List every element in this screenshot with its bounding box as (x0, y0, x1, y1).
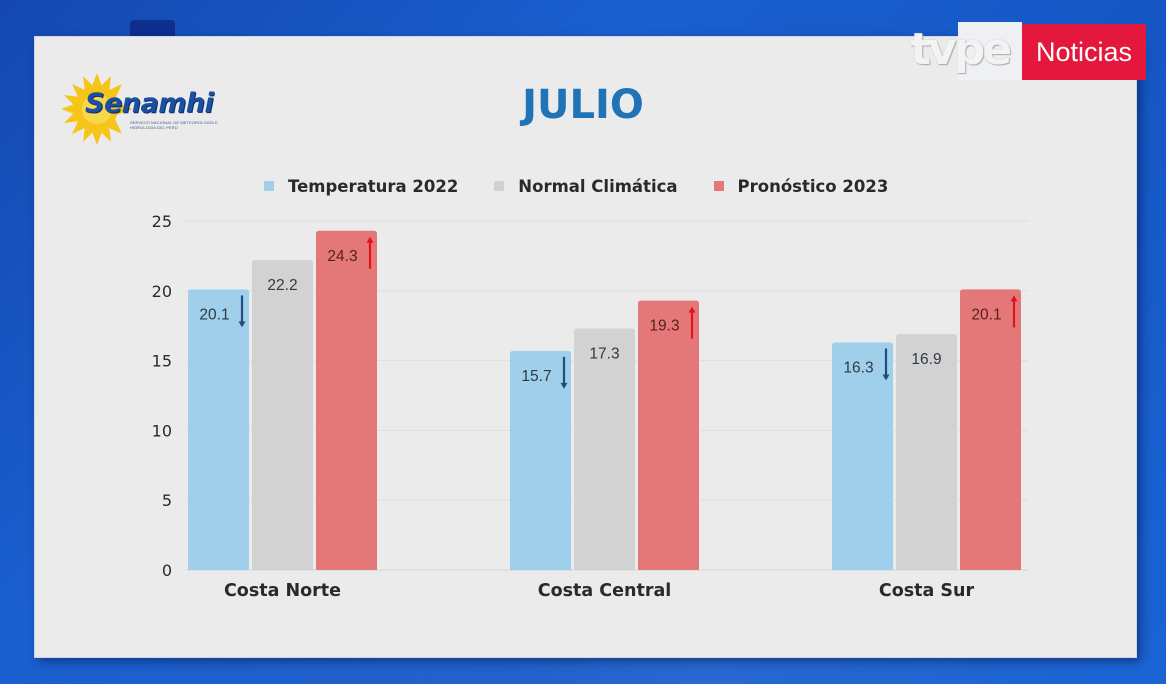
data-label: 16.3 (843, 359, 873, 376)
trend-down-arrow-icon (238, 295, 246, 328)
legend-item-pronostico-2023: Pronóstico 2023 (713, 176, 889, 196)
data-label: 20.1 (971, 306, 1001, 323)
data-label: 16.9 (911, 351, 941, 368)
legend-label: Normal Climática (518, 176, 678, 196)
senamhi-logo-text: Senamhi (85, 88, 214, 119)
y-tick-label: 25 (152, 212, 172, 231)
chart-title: JULIO (522, 82, 644, 128)
trend-down-arrow-icon (560, 356, 568, 389)
legend-item-normal-climatica: Normal Climática (494, 176, 678, 196)
bar (574, 328, 635, 570)
tvpe-logo: tvpe (910, 24, 1012, 75)
noticias-badge: Noticias (1022, 24, 1146, 80)
y-tick-label: 5 (162, 491, 172, 510)
trend-up-arrow-icon (366, 236, 374, 269)
legend-label: Temperatura 2022 (288, 176, 459, 196)
bar (316, 230, 377, 570)
bar (638, 300, 699, 570)
y-tick-label: 0 (162, 561, 172, 580)
y-tick-label: 10 (152, 421, 172, 440)
background-tab-shape (130, 20, 175, 38)
bars: 20.1 22.2 24.3 15.7 17.3 19.3 16.3 16.9 20.1 (188, 230, 1021, 570)
data-label: 17.3 (589, 345, 619, 362)
legend-label: Pronóstico 2023 (737, 176, 889, 196)
data-label: 15.7 (521, 368, 551, 385)
x-category-label: Costa Norte (224, 581, 341, 601)
bar (832, 342, 893, 570)
trend-up-arrow-icon (1010, 295, 1018, 328)
tvpe-logo-background (958, 22, 1022, 80)
bar (188, 289, 249, 570)
legend-swatch-normal-climatica (494, 181, 505, 191)
legend-swatch-pronostico-2023 (713, 181, 724, 191)
legend-item-temperatura-2022: Temperatura 2022 (264, 177, 458, 196)
bar (896, 334, 957, 570)
data-label: 22.2 (267, 277, 297, 294)
trend-down-arrow-icon (882, 348, 890, 381)
y-tick-label: 20 (152, 282, 172, 301)
x-category-label: Costa Central (538, 581, 672, 601)
y-tick-label: 15 (152, 352, 172, 371)
x-axis-labels: Costa Norte Costa Central Costa Sur (224, 581, 975, 601)
bar (960, 289, 1021, 570)
data-label: 19.3 (649, 318, 679, 335)
data-label: 20.1 (199, 306, 229, 323)
legend-swatch-temperatura-2022 (264, 181, 274, 191)
data-label: 24.3 (327, 248, 357, 265)
senamhi-logo-subtitle: SERVICIO NACIONAL DE METEOROLOGÍA E HIDR… (130, 120, 218, 130)
trend-up-arrow-icon (688, 306, 696, 339)
bar (510, 350, 571, 570)
bar (252, 260, 313, 570)
y-axis-ticks: 0 5 10 15 20 25 (152, 212, 172, 580)
senamhi-sun-icon (62, 73, 133, 145)
chart-legend: Temperatura 2022 Normal Climática Pronós… (264, 175, 924, 197)
x-category-label: Costa Sur (879, 581, 975, 601)
